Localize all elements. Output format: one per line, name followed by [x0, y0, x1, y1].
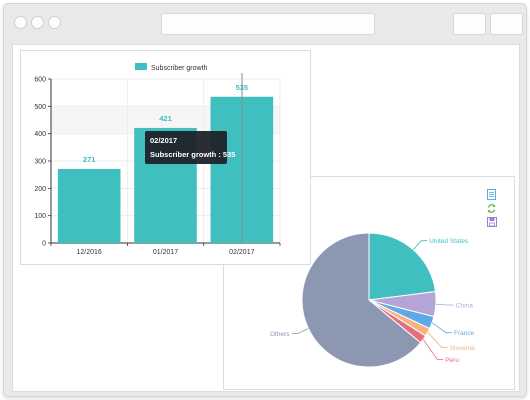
- title-bar: [4, 4, 526, 42]
- bar[interactable]: [57, 168, 121, 243]
- pie-leader-line: [435, 303, 454, 306]
- pie-slice[interactable]: [368, 232, 437, 301]
- x-tick-label: 02/2017: [229, 249, 254, 256]
- pie-leader-line: [431, 322, 452, 334]
- y-tick-label: 100: [34, 213, 46, 220]
- pie-chart-panel: United States China France Slovenia Peru Othe…: [223, 176, 515, 390]
- toolbar-button-2[interactable]: [490, 13, 523, 35]
- page-content: United States China France Slovenia Peru Othe…: [12, 44, 520, 392]
- bar-chart: Subscriber growth 0 100 200 300 400 500 600 27…: [34, 63, 281, 256]
- tooltip-value: Subscriber growth : 535: [150, 150, 235, 159]
- y-tick-label: 600: [34, 77, 46, 84]
- y-tick-label: 400: [34, 131, 46, 138]
- bar-chart-panel: Subscriber growth 0 100 200 300 400 500 600 27…: [20, 50, 311, 265]
- pie-leader-line: [422, 339, 444, 360]
- chart-tooltip: 02/2017 Subscriber growth : 535: [145, 131, 235, 164]
- pie-label: Peru: [445, 357, 459, 364]
- legend-swatch: [135, 63, 147, 70]
- document-icon[interactable]: [487, 189, 496, 200]
- tooltip-title: 02/2017: [150, 136, 177, 145]
- y-tick-label: 200: [34, 186, 46, 193]
- y-tick-label: 300: [34, 159, 46, 166]
- window-maximize-dot[interactable]: [48, 16, 61, 29]
- chart-legend[interactable]: Subscriber growth: [135, 63, 208, 72]
- browser-window: United States China France Slovenia Peru Othe…: [3, 3, 527, 397]
- pie-leader-line: [291, 328, 309, 335]
- toolbar-button-1[interactable]: [453, 13, 486, 35]
- window-close-dot[interactable]: [14, 16, 27, 29]
- pie-chart: United States China France Slovenia Peru Othe…: [270, 189, 497, 368]
- bar-value-label: 421: [159, 114, 172, 123]
- bar-value-label: 271: [83, 155, 96, 164]
- pie-leader-line: [412, 240, 428, 250]
- x-tick-label: 12/2016: [77, 249, 102, 256]
- pie-label: France: [454, 330, 475, 337]
- x-tick-label: 01/2017: [153, 249, 178, 256]
- pie-label: Others: [270, 331, 290, 338]
- pie-label: China: [456, 302, 473, 309]
- address-bar[interactable]: [161, 13, 375, 35]
- window-minimize-dot[interactable]: [31, 16, 44, 29]
- pie-label: United States: [429, 238, 469, 245]
- y-tick-label: 500: [34, 104, 46, 111]
- pie-label: Slovenia: [450, 345, 475, 352]
- save-icon[interactable]: [487, 217, 497, 227]
- refresh-icon[interactable]: [487, 204, 496, 213]
- legend-label: Subscriber growth: [151, 65, 208, 72]
- y-tick-label: 0: [42, 241, 46, 248]
- pie-leader-line: [427, 332, 448, 348]
